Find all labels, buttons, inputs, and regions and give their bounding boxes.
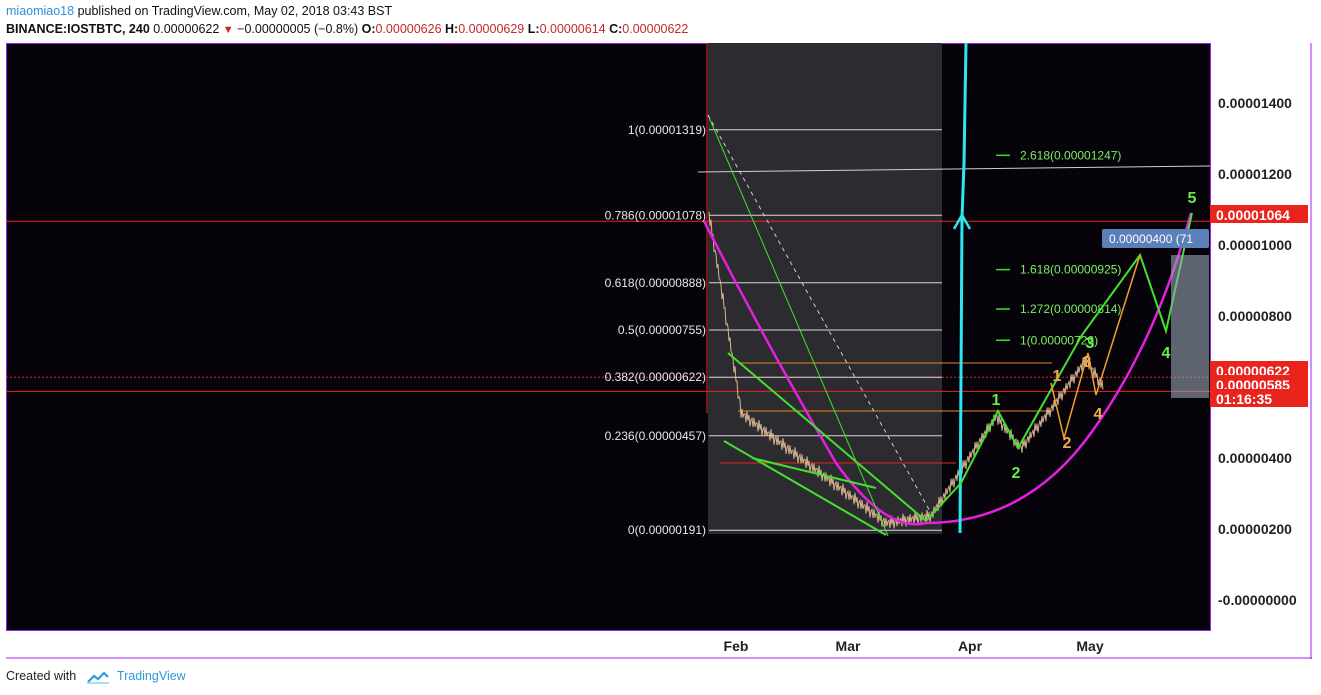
low-value: 0.00000614: [539, 22, 606, 36]
open-label: O:: [361, 22, 376, 36]
time-tick-feb: Feb: [724, 638, 749, 654]
down-triangle-icon: ▼: [222, 24, 234, 36]
measure-label-bg: [1102, 229, 1209, 248]
cyan-projection-line: [958, 42, 968, 534]
green-wedge-top: [727, 352, 927, 522]
close-label: C:: [609, 22, 623, 36]
fib-label-5: 0.236(0.00000457): [605, 429, 706, 443]
price-tag-bg-0: [1210, 205, 1308, 223]
price-tag-bg-2: [1210, 375, 1308, 393]
price-tag-3: 01:16:35: [1216, 391, 1272, 407]
price-tick-7: -0.00000000: [1218, 592, 1297, 608]
price-tick-0: 0.00001400: [1218, 95, 1292, 111]
ext-label-2: 1.272(0.00000814): [1020, 302, 1121, 316]
tradingview-brand-link[interactable]: TradingView: [116, 669, 186, 683]
time-tick-mar: Mar: [836, 638, 861, 654]
chart-frame[interactable]: 1(0.00001319) 0.786(0.00001078) 0.618(0.00…: [6, 42, 1312, 659]
price-tick-3: 0.00000800: [1218, 308, 1292, 324]
open-value: 0.00000626: [375, 22, 442, 36]
price-change: −0.00000005 (−0.8%): [237, 22, 359, 36]
green-wedge-bottom: [723, 440, 887, 536]
symbol-label: BINANCE:IOSTBTC, 240: [6, 22, 150, 36]
fib-label-1: 0.786(0.00001078): [605, 208, 706, 222]
cyan-arrow-head: [952, 212, 972, 230]
low-label: L:: [527, 22, 540, 36]
green-wedge-mid: [751, 457, 877, 489]
trend-line-top: [697, 165, 1211, 173]
publish-line: miaomiao18 published on TradingView.com,…: [6, 2, 1306, 20]
price-tick-6: 0.00000200: [1218, 521, 1292, 537]
publish-info: published on TradingView.com, May 02, 20…: [74, 4, 393, 18]
close-value: 0.00000622: [622, 22, 689, 36]
high-label: H:: [445, 22, 459, 36]
tradingview-cloud-icon: [86, 671, 109, 684]
ext-label-3: 1(0.00000726): [1020, 333, 1098, 347]
footer: Created with TradingView: [6, 669, 186, 684]
price-tag-bg-1: [1210, 361, 1308, 379]
orange-elliott-wave: [1050, 254, 1141, 441]
price-tag-0: 0.00001064: [1216, 207, 1290, 223]
plot-border: [6, 43, 1211, 631]
green-wave-label-3: 3: [1086, 335, 1095, 352]
price-axis-background: [1210, 43, 1312, 630]
price-tick-2: 0.00001000: [1218, 237, 1292, 253]
magenta-cup-curve: [702, 212, 1193, 526]
fib-label-4: 0.382(0.00000622): [605, 370, 706, 384]
high-value: 0.00000629: [458, 22, 525, 36]
price-series: [708, 211, 1104, 529]
time-tick-may: May: [1076, 638, 1103, 654]
green-trend-long: [707, 114, 889, 537]
orange-wave-label-3: 3: [1083, 354, 1092, 371]
last-price: 0.00000622: [153, 22, 220, 36]
shaded-date-range: [708, 43, 942, 534]
price-tick-5: 0.00000400: [1218, 450, 1292, 466]
plot-background: [6, 43, 1210, 630]
green-wave-label-5: 5: [1188, 190, 1197, 207]
measure-label: 0.00000400 (71: [1109, 232, 1193, 246]
fib-label-0: 1(0.00001319): [628, 123, 706, 137]
ohlc-line: BINANCE:IOSTBTC, 240 0.00000622 ▼ −0.000…: [6, 20, 1306, 39]
green-wave-label-2: 2: [1012, 465, 1021, 482]
orange-wave-label-2: 2: [1063, 435, 1072, 452]
fib-label-3: 0.5(0.00000755): [618, 323, 706, 337]
ext-label-0: 2.618(0.00001247): [1020, 148, 1121, 162]
ext-label-1: 1.618(0.00000925): [1020, 263, 1121, 277]
green-wave-label-4: 4: [1162, 345, 1171, 362]
author-link[interactable]: miaomiao18: [6, 4, 75, 18]
price-tick-1: 0.00001200: [1218, 166, 1292, 182]
time-tick-apr: Apr: [958, 638, 983, 654]
green-elliott-wave: [925, 212, 1193, 522]
fib-label-6: 0(0.00000191): [628, 523, 706, 537]
price-tag-bg-3: [1210, 389, 1308, 407]
green-wave-label-1: 1: [992, 392, 1001, 409]
measure-box: [1171, 255, 1209, 398]
fib-label-2: 0.618(0.00000888): [605, 276, 706, 290]
created-with-text: Created with: [6, 669, 77, 683]
chart-header: miaomiao18 published on TradingView.com,…: [6, 2, 1306, 39]
time-axis-background: [6, 630, 1312, 659]
price-chart[interactable]: 1(0.00001319) 0.786(0.00001078) 0.618(0.00…: [6, 42, 1312, 659]
orange-wave-label-4: 4: [1094, 406, 1103, 423]
orange-wave-label-1: 1: [1053, 368, 1062, 385]
